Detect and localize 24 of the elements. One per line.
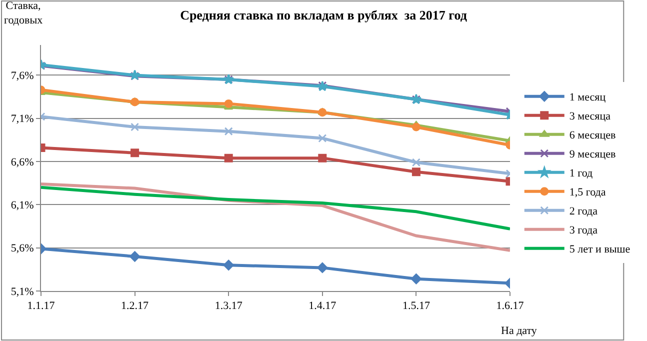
x-tick-label: 1.5.17 [402,300,430,312]
x-axis-title: На дату [501,325,538,337]
x-tick-label: 1.6.17 [496,300,524,312]
y-tick-label: 5,6% [10,242,34,255]
x-tick-label: 1.4.17 [308,300,337,312]
legend-label: 3 года [569,224,598,237]
legend-label: 3 месяца [569,110,611,123]
y-tick-label: 7,6% [10,70,34,82]
legend-label: 1,5 года [569,186,606,199]
y-tick-label: 6,1% [10,200,34,212]
x-tick-label: 1.2.17 [121,300,150,312]
chart-title: Средняя ставка по вкладам в рублях за 2017 год [180,7,468,22]
legend-label: 1 год [569,168,594,180]
x-tick-label: 1.1.17 [27,300,56,312]
y-axis-title: Ставка, годовых [4,0,44,26]
legend-label: 6 месяцев [569,130,616,142]
y-tick-label: 5,1% [10,286,34,298]
y-tick-label: 6,6% [10,156,34,168]
legend-label: 5 лет и выше [569,244,630,256]
legend-label: 1 месяц [569,92,606,104]
legend-label: 9 месяцев [569,148,616,161]
x-tick-label: 1.3.17 [214,300,243,312]
legend-label: 2 года [569,206,598,218]
y-tick-label: 7,1% [10,113,34,126]
